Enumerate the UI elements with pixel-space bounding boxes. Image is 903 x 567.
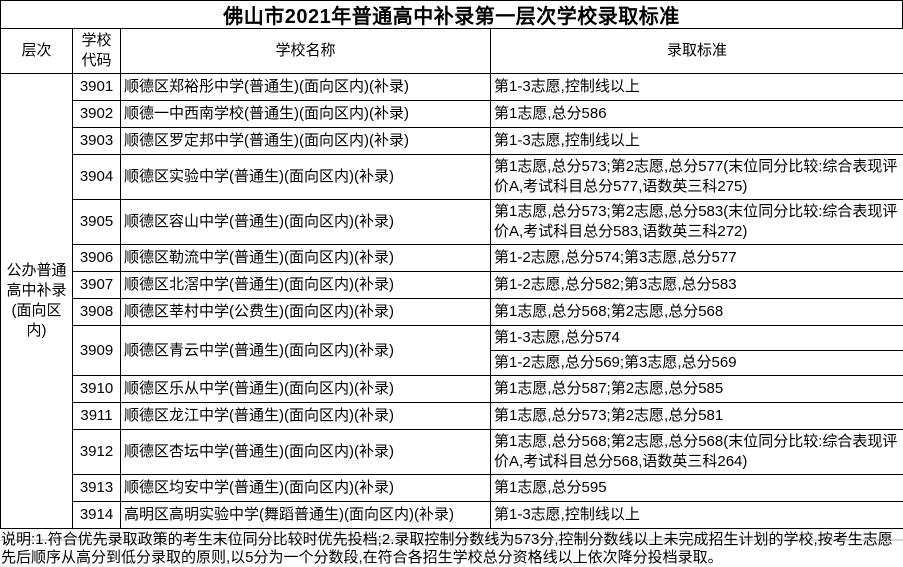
header-school-code: 学校代码 [73, 29, 121, 74]
header-level: 层次 [1, 29, 73, 74]
school-code-cell: 3907 [73, 272, 121, 299]
school-code-cell: 3906 [73, 245, 121, 272]
school-name-cell: 顺德区罗定邦中学(普通生)(面向区内)(补录) [121, 128, 491, 155]
standard-cell: 第1志愿,总分586 [491, 101, 903, 128]
school-name-cell: 高明区高明实验中学(舞蹈普通生)(面向区内)(补录) [121, 502, 491, 529]
school-name-cell: 顺德区北滘中学(普通生)(面向区内)(补录) [121, 272, 491, 299]
header-school-name: 学校名称 [121, 29, 491, 74]
standard-subcell: 第1-2志愿,总分569;第3志愿,总分569 [491, 350, 903, 375]
standard-cell: 第1志愿,总分587;第2志愿,总分585 [491, 376, 903, 403]
school-name-cell: 顺德区勒流中学(普通生)(面向区内)(补录) [121, 245, 491, 272]
school-code-cell: 3908 [73, 299, 121, 326]
standard-subcell: 第1-3志愿,总分574 [491, 326, 903, 350]
footer-note: 说明:1.符合优先录取政策的考生末位同分比较时优先投档;2.录取控制分数线为57… [0, 529, 903, 567]
standard-cell: 第1志愿,总分568;第2志愿,总分568(末位同分比较:综合表现评价A,考试科… [491, 430, 903, 475]
school-code-cell: 3913 [73, 475, 121, 502]
level-cell: 公办普通高中补录(面向区内) [1, 74, 73, 529]
school-name-cell: 顺德区龙江中学(普通生)(面向区内)(补录) [121, 403, 491, 430]
school-name-cell: 顺德区青云中学(普通生)(面向区内)(补录) [121, 326, 491, 376]
standard-cell: 第1-2志愿,总分574;第3志愿,总分577 [491, 245, 903, 272]
school-code-cell: 3904 [73, 155, 121, 200]
standard-cell: 第1志愿,总分573;第2志愿,总分583(末位同分比较:综合表现评价A,考试科… [491, 200, 903, 245]
school-name-cell: 顺德区杏坛中学(普通生)(面向区内)(补录) [121, 430, 491, 475]
school-code-cell: 3902 [73, 101, 121, 128]
header-row: 层次 学校代码 学校名称 录取标准 [1, 29, 903, 74]
school-name-cell: 顺德区莘村中学(公费生)(面向区内)(补录) [121, 299, 491, 326]
page-title: 佛山市2021年普通高中补录第一层次学校录取标准 [0, 0, 903, 28]
school-code-cell: 3905 [73, 200, 121, 245]
school-code-cell: 3911 [73, 403, 121, 430]
standard-cell: 第1志愿,总分573;第2志愿,总分577(末位同分比较:综合表现评价A,考试科… [491, 155, 903, 200]
standard-cell: 第1-3志愿,控制线以上 [491, 128, 903, 155]
standard-cell: 第1志愿,总分573;第2志愿,总分581 [491, 403, 903, 430]
school-name-cell: 顺德区乐从中学(普通生)(面向区内)(补录) [121, 376, 491, 403]
school-code-cell: 3901 [73, 74, 121, 101]
school-name-cell: 顺德一中西南学校(普通生)(面向区内)(补录) [121, 101, 491, 128]
school-code-cell: 3912 [73, 430, 121, 475]
school-name-cell: 顺德区均安中学(普通生)(面向区内)(补录) [121, 475, 491, 502]
school-name-cell: 顺德区实验中学(普通生)(面向区内)(补录) [121, 155, 491, 200]
school-code-cell: 3910 [73, 376, 121, 403]
standard-cell: 第1-3志愿,控制线以上 [491, 502, 903, 529]
school-code-cell: 3914 [73, 502, 121, 529]
header-standard: 录取标准 [491, 29, 903, 74]
school-name-cell: 顺德区容山中学(普通生)(面向区内)(补录) [121, 200, 491, 245]
school-code-cell: 3903 [73, 128, 121, 155]
school-name-cell: 顺德区郑裕彤中学(普通生)(面向区内)(补录) [121, 74, 491, 101]
school-code-cell: 3909 [73, 326, 121, 376]
standard-cell: 第1-3志愿,控制线以上 [491, 74, 903, 101]
standard-cell: 第1-2志愿,总分582;第3志愿,总分583 [491, 272, 903, 299]
standard-cell: 第1志愿,总分568;第2志愿,总分568 [491, 299, 903, 326]
standard-cell: 第1志愿,总分595 [491, 475, 903, 502]
